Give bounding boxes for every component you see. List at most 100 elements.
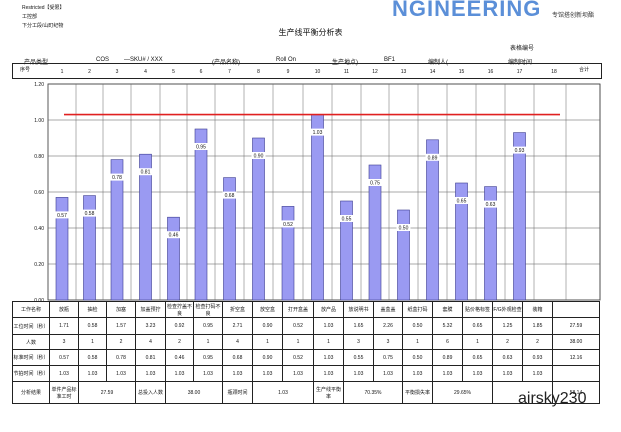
takt-value: 1.03 xyxy=(343,365,374,382)
unit-time-value: 0.92 xyxy=(165,317,194,335)
seq-number: 15 xyxy=(458,69,465,75)
sub-label: 下分工段/山町纪物 xyxy=(22,23,64,29)
std-time-value: 0.90 xyxy=(252,349,283,366)
seq-label: 序号 xyxy=(20,67,31,73)
table-row: 人数 3 1 2 4 2 1 4 1 1 1 3 3 1 6 1 2 2 38.00 xyxy=(12,334,600,350)
unit-time-value: 0.58 xyxy=(78,317,107,335)
people-value: 2 xyxy=(522,334,553,350)
analysis-value: 58.14 xyxy=(552,381,600,404)
sku-value: —SKU# / XXX xyxy=(124,57,163,63)
brand-subtitle: 专馆搭创新坝酯 xyxy=(552,13,595,19)
bar xyxy=(110,159,124,301)
seq-number: 16 xyxy=(487,69,494,75)
std-time-value: 0.55 xyxy=(343,349,374,366)
unit-time-value: 0.50 xyxy=(402,317,433,335)
bar-value-label: 0.63 xyxy=(486,202,496,208)
row-label: 标准时间（秒） xyxy=(12,349,50,366)
process-name: 打开盒盖 xyxy=(282,301,314,318)
unit-time-value: 3.23 xyxy=(135,317,166,335)
unit-time-value: 1.03 xyxy=(313,317,344,335)
bar-value-label: 0.55 xyxy=(342,217,352,223)
seq-number: 18 xyxy=(551,69,557,75)
bar-label-bg xyxy=(396,224,411,231)
empty-cell xyxy=(552,301,600,318)
bar-value-label: 0.57 xyxy=(57,213,67,219)
unit-time-value: 2.71 xyxy=(222,317,253,335)
process-name: 放瓶 xyxy=(49,301,79,318)
bar xyxy=(340,200,353,301)
roll-on-value: Roll On xyxy=(276,57,297,63)
bar-value-label: 0.58 xyxy=(85,211,95,217)
process-name: 装箱 xyxy=(522,301,553,318)
restricted-label: Restricted【受限】 xyxy=(22,5,65,11)
row-label: 分析结果 xyxy=(12,381,50,404)
y-tick-label: 0.80 xyxy=(34,154,44,160)
people-value: 3 xyxy=(373,334,403,350)
bar-label-bg xyxy=(138,168,153,176)
people-total: 38.00 xyxy=(552,334,600,350)
table-row: 工位时间（秒） 1.71 0.58 1.57 3.23 0.92 0.95 2.71 0.90 0… xyxy=(12,317,600,335)
seq-number: 5 xyxy=(172,69,175,75)
analysis-label: 平衡损失率 xyxy=(402,381,433,404)
process-name: 加盖预拧 xyxy=(135,301,166,318)
process-name: 抽检 xyxy=(78,301,107,318)
people-value: 1 xyxy=(78,334,107,350)
people-value: 1 xyxy=(462,334,493,350)
bar xyxy=(426,139,439,301)
seq-number: 12 xyxy=(372,69,378,75)
watermark: airsky230 xyxy=(518,390,587,407)
unit-time-value: 0.90 xyxy=(252,317,283,335)
std-time-value: 0.58 xyxy=(78,349,107,366)
bar-label-bg xyxy=(339,215,354,222)
bar-value-label: 0.78 xyxy=(112,175,122,181)
process-name: 套膜 xyxy=(432,301,463,318)
seq-number: 2 xyxy=(88,69,91,75)
unit-time-value: 1.25 xyxy=(492,317,523,335)
people-value: 1 xyxy=(402,334,433,350)
analysis-label: 瓶颈时间 xyxy=(222,381,253,404)
analysis-value: 38.00 xyxy=(165,381,223,404)
bar-value-label: 0.90 xyxy=(254,154,264,160)
table-row: 标准时间（秒） 0.57 0.58 0.78 0.81 0.46 0.95 0.68 0.90 0… xyxy=(12,349,600,366)
unit-time-value: 1.85 xyxy=(522,317,553,335)
std-time-value: 0.50 xyxy=(402,349,433,366)
seq-total-label: 合计 xyxy=(579,67,590,73)
data-table: 工作名称 放瓶 抽检 加塞 加盖预拧 检查拧盖不良 检查打码不良 折空盒 放空盒 打开盒盖 放产品放… xyxy=(12,301,600,404)
y-tick-label: 0.40 xyxy=(34,226,44,232)
bar xyxy=(194,128,208,301)
seq-number: 13 xyxy=(400,69,407,75)
bar-value-label: 0.50 xyxy=(399,226,409,232)
y-tick-label: 0.60 xyxy=(34,190,44,196)
process-name: 放说明书 xyxy=(343,301,374,318)
bar-value-label: 0.95 xyxy=(196,145,206,151)
process-name: 加塞 xyxy=(106,301,136,318)
std-time-value: 0.75 xyxy=(373,349,403,366)
process-name: 检查打码不良 xyxy=(193,301,223,318)
bar xyxy=(397,209,410,301)
bar-label-bg xyxy=(194,143,208,150)
bar-value-label: 0.52 xyxy=(283,222,293,228)
unit-time-value: 2.26 xyxy=(373,317,403,335)
brand-logo: NGINEERING xyxy=(392,0,542,21)
process-name: 放产品 xyxy=(313,301,344,318)
dept-label: 工控部 xyxy=(22,14,38,20)
bar-label-bg xyxy=(368,179,382,186)
bar xyxy=(513,132,526,301)
people-value: 4 xyxy=(135,334,166,350)
bar xyxy=(167,216,180,301)
form-no-label: 表格编号 xyxy=(510,46,535,52)
people-value: 1 xyxy=(282,334,314,350)
bar-value-label: 1.03 xyxy=(313,130,323,136)
bar-label-bg xyxy=(82,209,97,217)
bar-value-label: 0.65 xyxy=(457,199,467,205)
takt-value: 1.03 xyxy=(373,365,403,382)
std-time-value: 0.93 xyxy=(522,349,553,366)
process-name: F/G外观检查 xyxy=(492,301,523,318)
bar-label-bg xyxy=(222,191,237,199)
y-tick-label: 0.20 xyxy=(34,262,44,268)
table-row: 节拍时间（秒） 1.03 1.03 1.03 1.03 1.03 1.03 1.03 1.03 1… xyxy=(12,365,600,382)
process-name: 盖盒盖 xyxy=(373,301,403,318)
unit-time-value: 0.65 xyxy=(462,317,493,335)
bar-label-bg xyxy=(281,220,295,228)
analysis-value: 70.35% xyxy=(343,381,403,404)
